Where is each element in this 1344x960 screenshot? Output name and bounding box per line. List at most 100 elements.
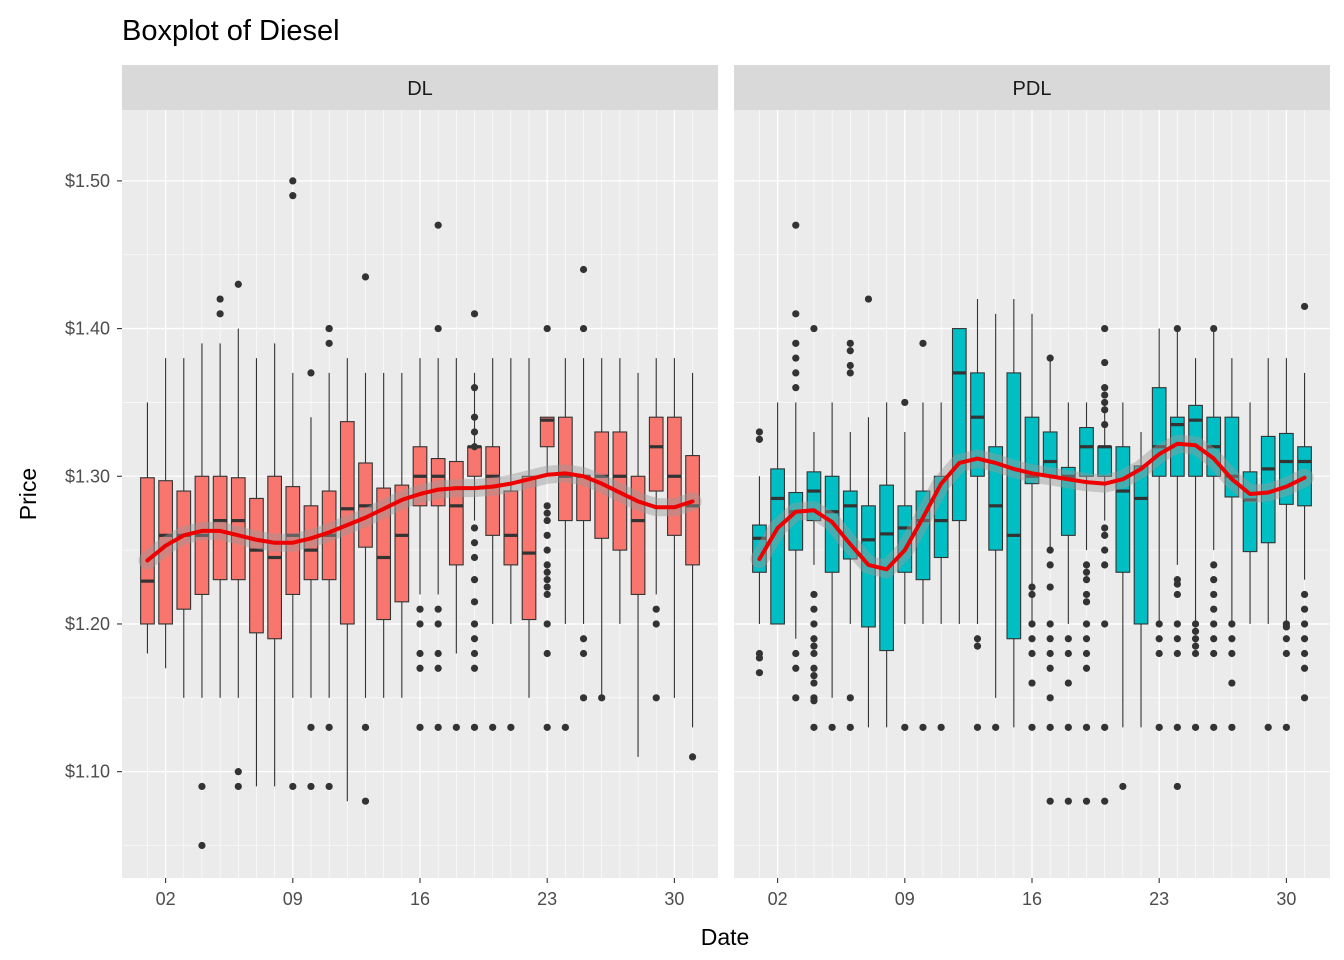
outlier-point (1228, 635, 1236, 643)
box-body (1060, 466, 1076, 536)
x-tick-label: 09 (895, 889, 915, 909)
box-body (448, 460, 464, 566)
panel-dl-smooth (138, 464, 702, 570)
outlier-point (1228, 620, 1236, 628)
outlier-point (810, 649, 818, 658)
smooth-line (145, 471, 695, 563)
y-tick-label: $1.30 (65, 466, 110, 486)
outlier-point (1101, 420, 1109, 429)
box-day-17 (430, 221, 446, 731)
outlier-point (307, 369, 315, 377)
box-body (1188, 404, 1203, 477)
outlier-point (1046, 723, 1054, 731)
outlier-point (1046, 664, 1054, 672)
outlier-point (1028, 620, 1036, 628)
box-body (376, 487, 392, 621)
outlier-point (470, 664, 479, 672)
outlier-point (810, 642, 818, 650)
x-tick-label: 23 (1149, 889, 1169, 909)
outlier-point (792, 369, 800, 377)
outlier-point (1028, 635, 1036, 643)
outlier-point (755, 669, 764, 677)
outlier-point (1210, 324, 1218, 333)
box-body (140, 477, 155, 625)
outlier-point (810, 672, 818, 680)
outlier-point (543, 576, 551, 584)
outlier-point (416, 649, 424, 658)
outlier-point (1101, 406, 1109, 414)
outlier-point (1101, 531, 1109, 539)
outlier-point (1155, 723, 1163, 731)
outlier-point (1300, 605, 1309, 613)
outlier-point (864, 295, 873, 303)
outlier-point (1173, 590, 1181, 599)
outlier-point (1210, 605, 1218, 613)
outlier-point (973, 635, 982, 643)
box-body (467, 446, 482, 477)
outlier-point (1173, 324, 1181, 333)
outlier-point (543, 324, 551, 333)
panel-pdl-smooth (750, 434, 1314, 579)
box-day-19 (467, 310, 482, 731)
outlier-point (1082, 576, 1091, 584)
outlier-point (1101, 384, 1109, 392)
outlier-point (1046, 649, 1054, 658)
outlier-point (543, 568, 551, 576)
outlier-point (1028, 583, 1036, 591)
y-axis-title: Price (15, 468, 41, 520)
outlier-point (810, 324, 818, 333)
outlier-point (1191, 620, 1200, 628)
outlier-point (434, 723, 442, 731)
x-tick-label: 09 (283, 889, 303, 909)
outlier-point (846, 347, 854, 355)
outlier-point (434, 620, 442, 628)
x-tick-label: 30 (1276, 889, 1296, 909)
outlier-point (470, 384, 479, 392)
outlier-point (652, 605, 660, 613)
outlier-point (434, 649, 442, 658)
outlier-point (755, 654, 764, 662)
outlier-point (452, 723, 460, 731)
panel-pdl: PDL (734, 65, 1330, 878)
outlier-point (579, 265, 588, 274)
outlier-point (1082, 620, 1091, 628)
box-day-20 (1097, 324, 1113, 805)
outlier-point (579, 649, 588, 658)
outlier-point (1210, 620, 1218, 628)
outlier-point (1046, 635, 1054, 643)
outlier-point (652, 694, 660, 702)
outlier-point (1082, 635, 1091, 643)
outlier-point (755, 435, 764, 443)
outlier-point (1064, 635, 1072, 643)
outlier-point (992, 723, 1000, 731)
outlier-point (1046, 620, 1054, 628)
box-body (521, 475, 537, 621)
strip-pdl (734, 65, 1330, 110)
outlier-point (810, 620, 818, 628)
outlier-point (216, 310, 224, 318)
strip-pdl-label: PDL (1013, 78, 1052, 100)
box-day-24 (558, 358, 573, 731)
outlier-point (1173, 649, 1181, 658)
smooth-line (757, 441, 1307, 572)
outlier-point (579, 324, 588, 333)
outlier-point (810, 723, 818, 731)
outlier-point (1046, 546, 1054, 554)
box-body (1024, 416, 1040, 485)
outlier-point (1282, 623, 1290, 631)
outlier-point (973, 723, 982, 731)
outlier-point (1210, 576, 1218, 584)
outlier-point (1191, 649, 1200, 658)
outlier-point (688, 753, 697, 761)
outlier-point (470, 598, 479, 606)
outlier-point (1082, 797, 1091, 805)
box-day-4 (806, 324, 822, 731)
outlier-point (1101, 723, 1109, 731)
outlier-point (792, 354, 800, 362)
outlier-point (1082, 561, 1091, 569)
box-day-17 (1042, 354, 1058, 805)
outlier-point (289, 177, 297, 185)
panel-dl: DL (122, 65, 718, 878)
outlier-point (1101, 620, 1109, 628)
box-day-28 (630, 372, 646, 757)
